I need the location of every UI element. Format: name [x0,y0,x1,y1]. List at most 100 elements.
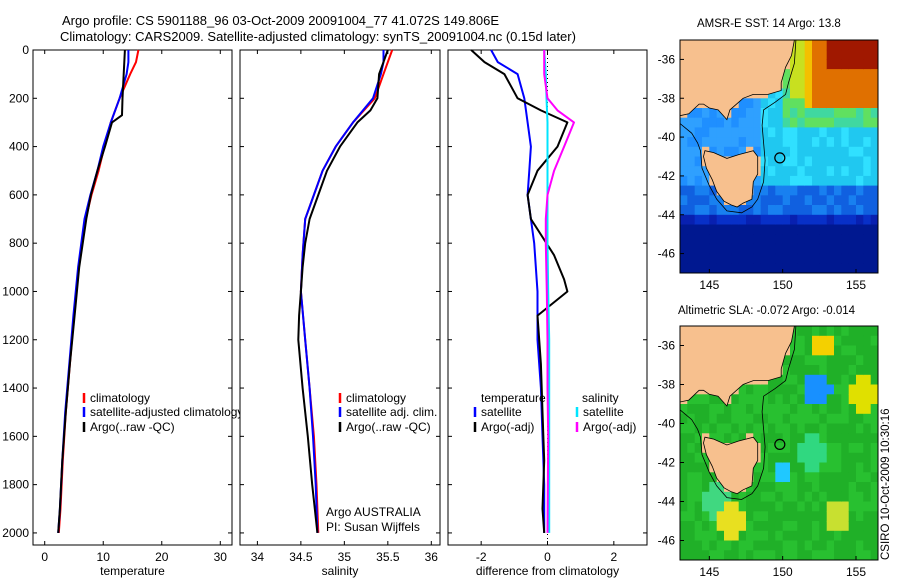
map-cell [848,59,857,70]
map-cell [826,413,835,425]
map-cell [797,443,806,454]
map-cell [790,127,798,138]
map-cell [819,166,828,177]
map-cell [724,224,732,235]
map-cell [826,404,835,415]
map-cell [841,404,850,415]
legend-label-satellite: satellite-adjusted climatology [90,405,243,419]
map-cell [694,452,703,464]
map-cell [848,335,857,347]
map-cell [870,234,878,245]
map-cell [775,511,784,522]
map-cell [856,195,864,206]
map-cell [848,404,857,415]
map-cell [782,137,791,148]
map-cell [687,205,696,216]
map-cell [702,472,710,483]
map-cell [738,137,747,148]
map-cell [790,511,798,522]
map-cell [768,243,776,255]
map-cell [760,521,769,532]
map-cell [812,185,820,196]
map-cell [738,224,747,235]
map-cell [863,550,872,560]
map-cell [790,491,798,503]
map-cell [812,195,820,206]
map-cell [782,224,791,235]
map-cell [702,214,710,226]
map-cell [841,511,850,522]
map-cell [702,263,710,273]
map-cell [768,127,776,138]
map-cell [834,127,842,138]
map-cell [856,482,864,493]
map-cell [863,40,872,51]
map-cell [797,78,806,90]
y-tick-label: 0 [22,43,29,57]
map-cell [709,521,718,532]
map-cell [753,224,762,235]
map-cell [746,224,754,235]
map-cell [768,433,776,444]
map-cell [870,365,878,376]
map-cell [680,550,688,560]
map-cell [819,452,828,464]
map-cell [841,482,850,493]
map-cell [812,530,820,542]
map-cell [848,374,857,386]
map-cell [694,472,703,483]
map-cell [826,156,835,167]
map-cell [687,166,696,177]
map-cell [804,326,813,337]
map-cell [790,540,798,551]
map-cell [870,326,878,337]
map-cell [834,365,842,376]
map-cell [790,49,798,60]
map-cell [826,166,835,177]
map-cell [856,530,864,542]
map-cell [804,40,813,51]
series-line-satellite-adj-clim- [299,50,385,533]
map-cell [680,540,688,551]
map-cell [724,127,732,138]
map-cell [848,491,857,503]
map-cell [746,243,754,255]
x-axis-label: temperature [100,564,165,578]
map-cell [863,127,872,138]
map-cell [863,394,872,405]
map-cell [716,214,725,226]
map-cell [834,335,842,347]
map-cell [826,326,835,337]
map-cell [841,335,850,347]
map-cell [863,355,872,366]
map-cell [834,384,842,395]
map-cell [848,40,857,51]
map-cell [790,423,798,434]
map-cell [694,530,703,542]
map-cell [863,69,872,80]
map-cell [768,253,776,264]
legend-label-argo: Argo(..raw -QC) [90,420,175,434]
map-cell [870,224,878,235]
map-cell [826,482,835,493]
map-cell [826,205,835,216]
map-cell [768,117,776,128]
map-cell [768,166,776,177]
map-cell [746,521,754,532]
y-tick-label: 1400 [2,381,29,395]
map-cell [870,482,878,493]
map-cell [841,214,850,226]
map-cell [819,384,828,395]
map-y-tick-label: -42 [658,169,676,183]
map-cell [716,253,725,264]
map-cell [687,195,696,206]
map-cell [863,195,872,206]
map-cell [680,530,688,542]
map-cell [782,482,791,493]
map-cell [841,550,850,560]
map-cell [775,433,784,444]
map-cell [753,521,762,532]
map-cell [819,374,828,386]
map-cell [716,423,725,434]
map-cell [782,404,791,415]
